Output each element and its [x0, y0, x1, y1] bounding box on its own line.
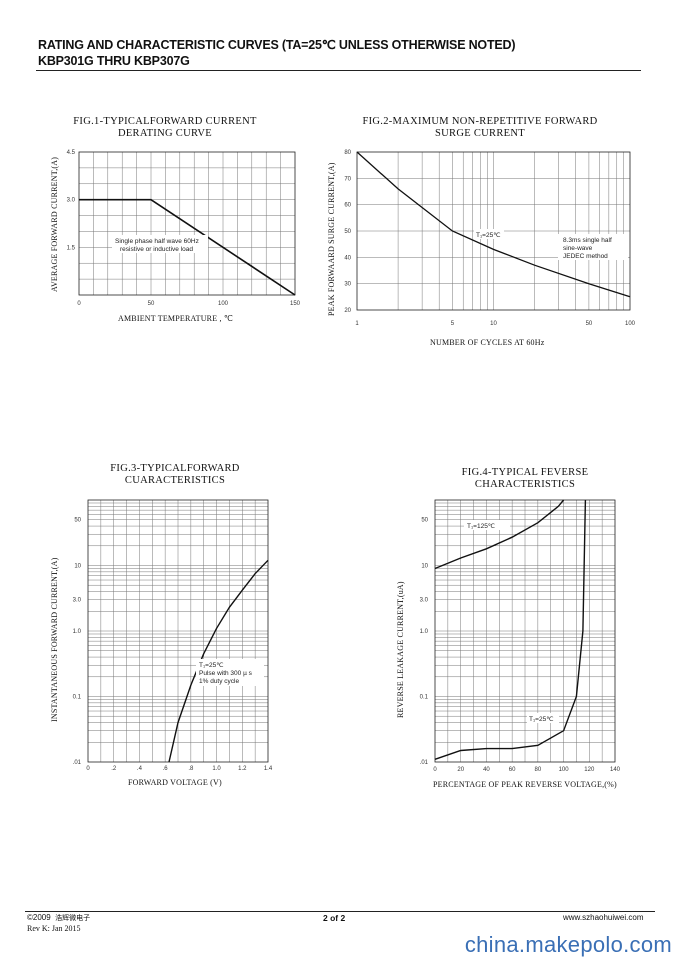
- fig4-ytick: .01: [420, 760, 429, 766]
- fig4-xtick: 60: [509, 767, 516, 773]
- fig3-xtick: 1.4: [264, 766, 273, 772]
- fig2-xtick: 10: [490, 321, 497, 327]
- footer-page-number: 2 of 2: [323, 913, 346, 923]
- fig4-xtick: 20: [457, 767, 464, 773]
- footer-website[interactable]: www.szhaohuiwei.com: [563, 913, 644, 922]
- footer-revision: Rev K: Jan 2015: [27, 924, 81, 933]
- fig3-ytick: 0.1: [73, 695, 82, 701]
- fig3-xlabel: FORWARD VOLTAGE (V): [128, 778, 222, 787]
- fig3-xtick: 1.0: [212, 766, 221, 772]
- fig2-temp-label: T₁=25℃: [476, 232, 501, 239]
- fig2-ytick: 20: [344, 308, 351, 314]
- fig2-ytick: 80: [344, 150, 351, 156]
- fig2-ylabel: PEAK FORWAARD SURGE CURRENT,(A): [327, 162, 336, 316]
- header-rule: [36, 70, 641, 71]
- fig4-ytick: 1.0: [420, 629, 429, 635]
- fig3-xtick: 1.2: [238, 766, 247, 772]
- fig2-ytick: 40: [344, 255, 351, 261]
- fig4-ylabel: REVERSE LEAKAGE CURRENT,(uA): [396, 581, 405, 718]
- fig4-xtick: 80: [535, 767, 542, 773]
- fig4-chart: 0 20 40 60 80 100 120 140 50 10 3.0 1.0 0.1 .01 T₁=12…: [420, 499, 621, 773]
- fig1-ytick: 1.5: [67, 245, 76, 251]
- fig3-ytick: .01: [73, 760, 82, 766]
- fig3-ytick: 1.0: [73, 629, 82, 635]
- fig2-title: FIG.2-MAXIMUM NON-REPETITIVE FORWARD SUR…: [362, 116, 598, 139]
- fig3-xtick: .4: [137, 766, 143, 772]
- footer-copyright: ©2009 浩辉微电子: [27, 913, 91, 922]
- fig3-xtick: .2: [111, 766, 117, 772]
- fig1-ylabel: AVERAGE FORWARD CURRENT,(A): [50, 156, 59, 292]
- fig3-title: FIG.3-TYPICALFORWARD CUARACTERISTICS: [110, 463, 240, 486]
- fig2-note-line2: sine-wave: [563, 245, 593, 252]
- fig2-xtick: 50: [586, 321, 593, 327]
- fig1-xlabel: AMBIENT TEMPERATURE , ℃: [118, 314, 234, 323]
- fig2-xtick: 5: [451, 321, 455, 327]
- fig4-temp-high: T₁=125℃: [467, 523, 496, 530]
- fig1-title: FIG.1-TYPICALFORWARD CURRENT DERATING CU…: [73, 116, 257, 139]
- fig1-ytick: 4.5: [67, 150, 76, 156]
- fig2-xtick: 100: [625, 321, 636, 327]
- footer-rule: [25, 911, 655, 912]
- watermark: china.makepolo.com: [464, 932, 672, 957]
- fig2-xtick: 1: [355, 321, 359, 327]
- fig1-xtick: 0: [77, 301, 81, 307]
- part-range-title: KBP301G THRU KBP307G: [38, 54, 190, 68]
- fig3-xtick: .6: [163, 766, 169, 772]
- fig2-ytick: 30: [344, 282, 351, 288]
- fig1-xtick: 100: [218, 301, 229, 307]
- fig1-xtick: 50: [148, 301, 155, 307]
- fig2-ytick: 70: [344, 176, 351, 182]
- fig3-ytick: 10: [74, 564, 81, 570]
- fig1-xtick: 150: [290, 301, 301, 307]
- fig1-chart: 0 50 100 150 4.5 3.0 1.5 Single phase half wav…: [67, 150, 301, 307]
- fig4-ytick: 50: [421, 518, 428, 524]
- fig2-ytick: 50: [344, 229, 351, 235]
- fig3-note-line2: Pulse with 300 µ s: [199, 670, 253, 677]
- fig2-note-line1: 8.3ms single half: [563, 237, 612, 244]
- fig2-note-line3: JEDEC method: [563, 253, 608, 260]
- fig1-derating-curve: [79, 198, 296, 296]
- fig4-ytick: 0.1: [420, 695, 429, 701]
- fig4-xlabel: PERCENTAGE OF PEAK REVERSE VOLTAGE,(%): [433, 780, 617, 789]
- fig3-ytick: 50: [74, 518, 81, 524]
- fig1-ytick: 3.0: [67, 198, 76, 204]
- fig2-surge-curve: [356, 151, 631, 298]
- fig4-xtick: 40: [483, 767, 490, 773]
- fig4-temp-low: T₁=25℃: [529, 716, 554, 723]
- fig4-xtick: 0: [433, 767, 437, 773]
- fig3-note-line1: T₁=25℃: [199, 662, 224, 669]
- fig4-ytick: 3.0: [420, 598, 429, 604]
- fig3-ylabel: INSTANTANEOUS FORWARD CURRENT,(A): [50, 557, 59, 722]
- fig3-chart: 0 .2 .4 .6 .8 1.0 1.2 1.4 50 10 3.0 1.0 0.1 .01 T₁=25…: [73, 499, 273, 772]
- document-title: RATING AND CHARACTERISTIC CURVES (TA=25℃…: [38, 38, 516, 52]
- fig3-xtick: .8: [188, 766, 194, 772]
- fig4-xtick: 100: [559, 767, 570, 773]
- fig2-chart: 1 5 10 50 100 80 70 60 50 40 30 20 T₁=25℃ 8.3ms sin…: [344, 150, 636, 327]
- fig4-xtick: 140: [610, 767, 621, 773]
- fig1-note-line1: Single phase half wave 60Hz: [115, 238, 199, 245]
- fig3-ytick: 3.0: [73, 598, 82, 604]
- fig2-xlabel: NUMBER OF CYCLES AT 60Hz: [430, 338, 545, 347]
- fig4-title: FIG.4-TYPICAL FEVERSE CHARACTERISTICS: [461, 467, 589, 490]
- fig4-ytick: 10: [421, 564, 428, 570]
- fig4-curve-25c: [434, 499, 587, 760]
- fig3-forward-curve: [168, 559, 269, 763]
- fig4-xtick: 120: [584, 767, 595, 773]
- fig1-note-line2: resistive or inductive load: [120, 246, 193, 253]
- fig3-xtick: 0: [86, 766, 90, 772]
- fig3-note-line3: 1% duty cycle: [199, 678, 239, 685]
- fig2-ytick: 60: [344, 203, 351, 209]
- fig4-curve-125c: [434, 499, 565, 570]
